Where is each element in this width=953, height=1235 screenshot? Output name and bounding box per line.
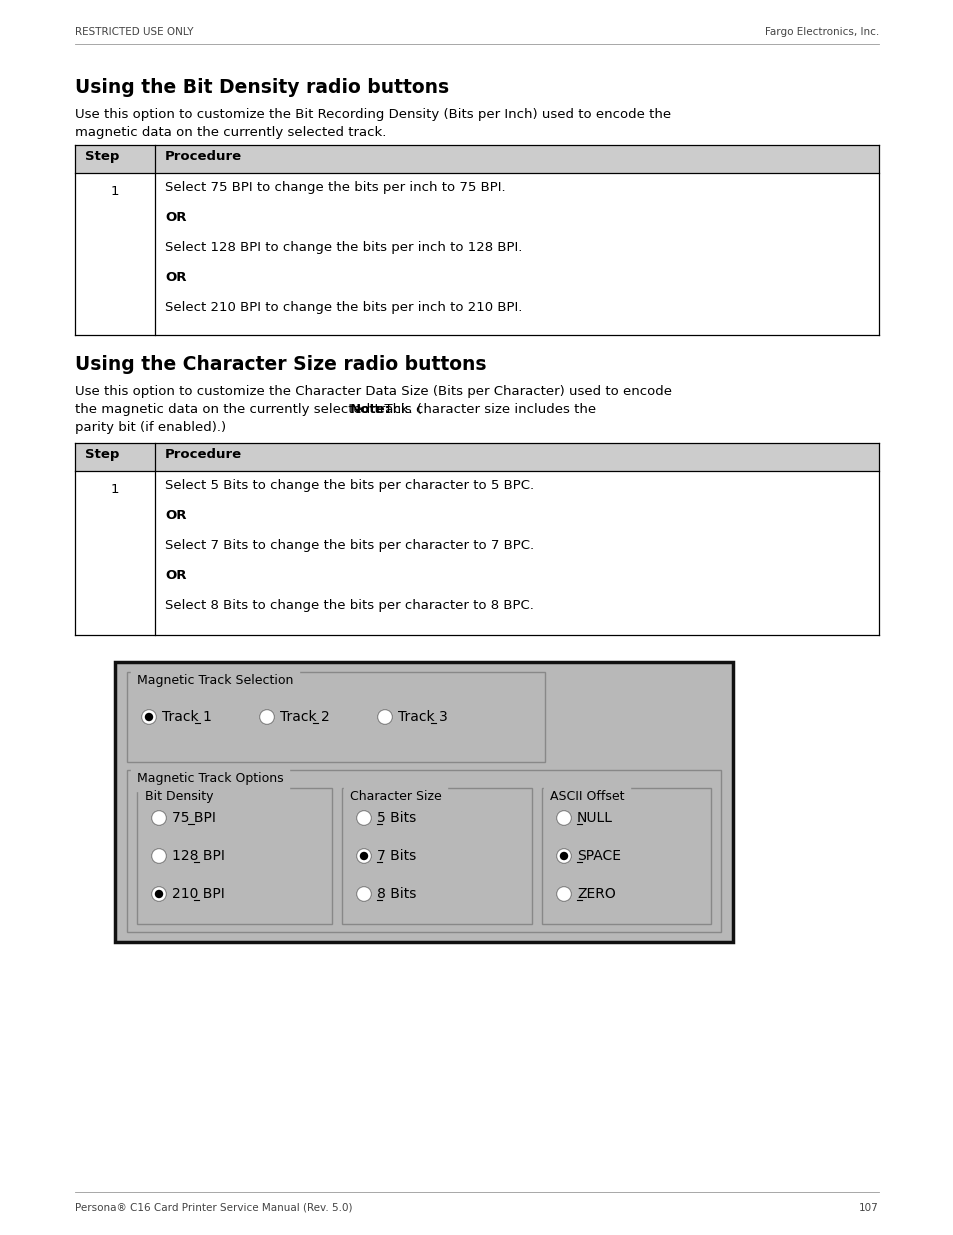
Bar: [75, 443, 878, 471]
Text: Procedure: Procedure: [165, 448, 242, 461]
Text: Use this option to customize the Character Data Size (Bits per Character) used t: Use this option to customize the Charact…: [75, 385, 671, 398]
Text: Procedure: Procedure: [165, 149, 242, 163]
Circle shape: [377, 709, 392, 725]
Bar: [75, 144, 878, 173]
Text: Magnetic Track Options: Magnetic Track Options: [137, 772, 283, 785]
Circle shape: [152, 810, 167, 825]
Text: SPACE: SPACE: [577, 848, 620, 863]
Text: Select 5 Bits to change the bits per character to 5 BPC.: Select 5 Bits to change the bits per cha…: [165, 479, 534, 492]
Text: 128 BPI: 128 BPI: [172, 848, 225, 863]
Text: Using the Bit Density radio buttons: Using the Bit Density radio buttons: [75, 78, 449, 98]
Bar: [137, 788, 332, 924]
Text: 75 BPI: 75 BPI: [172, 811, 215, 825]
Text: Note:: Note:: [349, 403, 390, 416]
Text: This character size includes the: This character size includes the: [375, 403, 596, 416]
Text: Track 1: Track 1: [162, 710, 212, 724]
Text: 107: 107: [859, 1203, 878, 1213]
Bar: [127, 672, 544, 762]
Text: the magnetic data on the currently selected track. (: the magnetic data on the currently selec…: [75, 403, 421, 416]
Circle shape: [560, 852, 567, 860]
Circle shape: [155, 890, 162, 898]
Text: Select 210 BPI to change the bits per inch to 210 BPI.: Select 210 BPI to change the bits per in…: [165, 301, 522, 314]
Text: Fargo Electronics, Inc.: Fargo Electronics, Inc.: [764, 27, 878, 37]
Circle shape: [556, 848, 571, 863]
Text: Using the Character Size radio buttons: Using the Character Size radio buttons: [75, 354, 486, 374]
Text: Track 3: Track 3: [397, 710, 447, 724]
Text: Track 2: Track 2: [280, 710, 330, 724]
Text: OR: OR: [165, 211, 186, 224]
Text: ASCII Offset: ASCII Offset: [550, 790, 624, 803]
Circle shape: [356, 848, 371, 863]
Circle shape: [152, 848, 167, 863]
Circle shape: [356, 887, 371, 902]
Text: Character Size: Character Size: [350, 790, 441, 803]
Text: 210 BPI: 210 BPI: [172, 887, 225, 902]
Text: Use this option to customize the Bit Recording Density (Bits per Inch) used to e: Use this option to customize the Bit Rec…: [75, 107, 670, 121]
Text: Select 8 Bits to change the bits per character to 8 BPC.: Select 8 Bits to change the bits per cha…: [165, 599, 534, 613]
Text: 5 Bits: 5 Bits: [376, 811, 416, 825]
Circle shape: [356, 810, 371, 825]
Circle shape: [556, 810, 571, 825]
Bar: [341, 788, 532, 924]
Text: Select 75 BPI to change the bits per inch to 75 BPI.: Select 75 BPI to change the bits per inc…: [165, 182, 505, 194]
Text: Magnetic Track Selection: Magnetic Track Selection: [137, 674, 294, 687]
Circle shape: [556, 887, 571, 902]
Text: Step: Step: [85, 149, 119, 163]
Bar: [127, 769, 720, 932]
Text: Select 128 BPI to change the bits per inch to 128 BPI.: Select 128 BPI to change the bits per in…: [165, 241, 522, 254]
Text: OR: OR: [165, 270, 186, 284]
Bar: [115, 662, 732, 942]
Text: 1: 1: [111, 185, 119, 198]
Text: Bit Density: Bit Density: [145, 790, 213, 803]
Text: RESTRICTED USE ONLY: RESTRICTED USE ONLY: [75, 27, 193, 37]
Text: Persona® C16 Card Printer Service Manual (Rev. 5.0): Persona® C16 Card Printer Service Manual…: [75, 1203, 352, 1213]
Text: Select 7 Bits to change the bits per character to 7 BPC.: Select 7 Bits to change the bits per cha…: [165, 538, 534, 552]
Text: 7 Bits: 7 Bits: [376, 848, 416, 863]
Circle shape: [360, 852, 367, 860]
Text: parity bit (if enabled).): parity bit (if enabled).): [75, 421, 226, 433]
Text: OR: OR: [165, 509, 186, 522]
Text: ZERO: ZERO: [577, 887, 615, 902]
Circle shape: [259, 709, 274, 725]
Text: magnetic data on the currently selected track.: magnetic data on the currently selected …: [75, 126, 386, 140]
Circle shape: [141, 709, 156, 725]
Text: Step: Step: [85, 448, 119, 461]
Bar: [541, 788, 710, 924]
Text: NULL: NULL: [577, 811, 613, 825]
Text: 8 Bits: 8 Bits: [376, 887, 416, 902]
Text: OR: OR: [165, 569, 186, 582]
Circle shape: [146, 714, 152, 720]
Circle shape: [152, 887, 167, 902]
Text: 1: 1: [111, 483, 119, 496]
